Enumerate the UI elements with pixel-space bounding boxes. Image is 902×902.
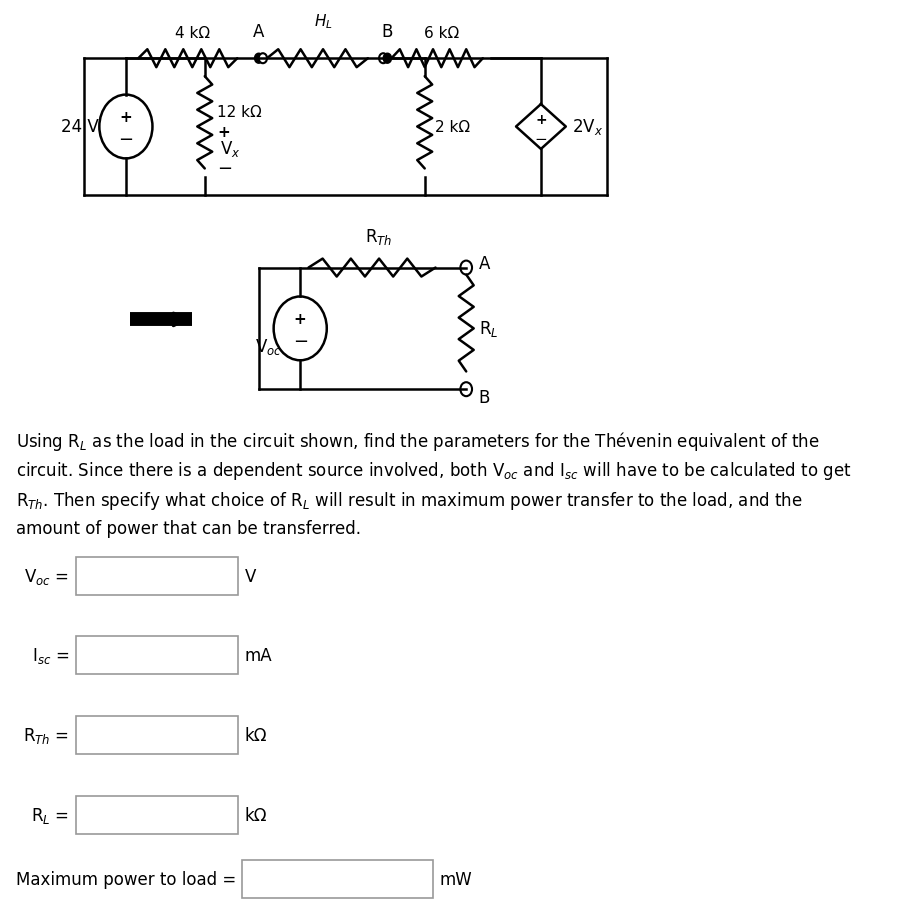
Text: V$_{oc}$: V$_{oc}$ <box>255 337 282 357</box>
Text: R$_L$ =: R$_L$ = <box>32 805 69 825</box>
Text: A: A <box>253 23 264 41</box>
Circle shape <box>259 54 267 64</box>
Text: 6 kΩ: 6 kΩ <box>424 26 459 41</box>
Text: kΩ: kΩ <box>244 806 267 824</box>
Text: +: + <box>217 124 230 140</box>
Text: mA: mA <box>244 647 272 665</box>
Text: amount of power that can be transferred.: amount of power that can be transferred. <box>16 520 362 538</box>
Text: $H_L$: $H_L$ <box>314 13 333 32</box>
Text: 4 kΩ: 4 kΩ <box>175 26 210 41</box>
Text: V$_x$: V$_x$ <box>220 139 240 160</box>
Text: 24 V: 24 V <box>61 118 99 136</box>
Bar <box>76 716 238 754</box>
Text: B: B <box>382 23 393 41</box>
Text: 2 kΩ: 2 kΩ <box>435 120 470 135</box>
Text: B: B <box>479 389 490 407</box>
Text: V$_{oc}$ =: V$_{oc}$ = <box>24 566 69 586</box>
Bar <box>76 557 238 595</box>
Text: V: V <box>244 567 256 585</box>
Circle shape <box>383 54 391 64</box>
Text: −: − <box>292 333 308 351</box>
Text: +: + <box>535 113 547 126</box>
Bar <box>242 860 433 897</box>
Text: +: + <box>120 110 133 124</box>
Circle shape <box>460 382 472 397</box>
Text: 12 kΩ: 12 kΩ <box>217 105 262 120</box>
Text: Using R$_L$ as the load in the circuit shown, find the parameters for the Théven: Using R$_L$ as the load in the circuit s… <box>16 429 820 453</box>
Text: R$_{Th}$: R$_{Th}$ <box>365 226 392 246</box>
Bar <box>76 637 238 675</box>
Text: A: A <box>479 254 490 272</box>
Text: −: − <box>217 161 233 179</box>
Text: R$_L$: R$_L$ <box>479 319 498 339</box>
Text: circuit. Since there is a dependent source involved, both V$_{oc}$ and I$_{sc}$ : circuit. Since there is a dependent sour… <box>16 459 852 482</box>
Text: −: − <box>535 132 548 147</box>
Bar <box>76 796 238 833</box>
Circle shape <box>379 54 387 64</box>
Text: +: + <box>294 311 307 327</box>
Text: I$_{sc}$ =: I$_{sc}$ = <box>32 646 69 666</box>
Text: mW: mW <box>439 870 473 888</box>
Circle shape <box>460 262 472 275</box>
Text: 2V$_x$: 2V$_x$ <box>573 117 603 137</box>
Circle shape <box>254 54 262 64</box>
Text: R$_{Th}$ =: R$_{Th}$ = <box>23 725 69 745</box>
Text: R$_{Th}$. Then specify what choice of R$_L$ will result in maximum power transfe: R$_{Th}$. Then specify what choice of R$… <box>16 490 803 511</box>
Text: Maximum power to load =: Maximum power to load = <box>16 870 236 888</box>
Text: kΩ: kΩ <box>244 726 267 744</box>
Text: −: − <box>118 132 133 150</box>
